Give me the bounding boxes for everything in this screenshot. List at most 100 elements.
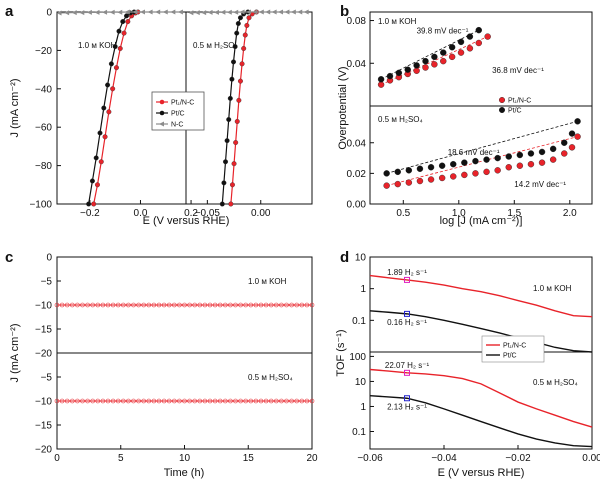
- panel-b-point: [475, 39, 482, 47]
- panel-b-fit-line: [380, 29, 479, 80]
- panel-a-point: [246, 15, 252, 21]
- panel-d-marker: [404, 369, 410, 376]
- panel-d-series-line: [369, 368, 593, 428]
- panel-a-point: [101, 105, 107, 111]
- panel-c-point: [289, 398, 294, 404]
- panel-b-point: [427, 164, 435, 171]
- panel-d-top-label: 1.0 м KOH: [533, 284, 572, 293]
- panel-c-point: [110, 302, 116, 308]
- panel-d-xlabel: E (V versus RHE): [438, 467, 525, 479]
- panel-a-point: [105, 82, 111, 88]
- panel-c-point: [110, 398, 116, 404]
- panel-a-point: [201, 10, 207, 16]
- panel-c-point: [233, 302, 238, 308]
- panel-a-point: [223, 159, 229, 165]
- panel-a-point: [147, 9, 153, 15]
- panel-c-ytick-label: −20: [35, 445, 52, 456]
- panel-c-point: [268, 302, 274, 308]
- panel-a-point: [242, 32, 248, 38]
- panel-b-bottom-ytick-label: 0.00: [347, 200, 367, 211]
- panel-d-bottom-ytick-label: 0.1: [352, 427, 366, 438]
- panel-d-annotation: 0.16 H₂ s⁻¹: [387, 318, 427, 327]
- panel-a-legend-label: Pt/C: [171, 111, 185, 118]
- panel-a-point: [258, 9, 264, 15]
- panel-c-point: [248, 398, 254, 404]
- panel-c-ytick-label: −5: [41, 277, 53, 288]
- panel-c-ylabel: J (mA cm⁻²): [9, 324, 21, 383]
- panel-c-point: [161, 398, 167, 404]
- panel-c-point: [95, 398, 101, 404]
- panel-c-ytick-label: −10: [35, 397, 52, 408]
- panel-a-legend: Pt₁/N-C Pt/C N-C: [151, 91, 205, 131]
- panel-c-point: [126, 302, 131, 308]
- panel-a-right-xtick-label: −0.05: [195, 208, 221, 219]
- panel-a-point: [124, 13, 130, 19]
- panel-c-point: [212, 302, 218, 308]
- panel-a-point: [271, 9, 277, 15]
- panel-a-point: [194, 10, 200, 16]
- panel-b-xtick-label: 1.0: [452, 208, 466, 219]
- panel-c-ytick-label: −10: [35, 301, 52, 312]
- panel-c-point: [238, 398, 243, 404]
- panel-b-point: [404, 66, 411, 73]
- panel-c-ytick-label: −5: [41, 373, 53, 384]
- panel-b-bottom-ytick-label: 0.04: [347, 138, 367, 149]
- panel-a-legend-marker: [159, 121, 164, 127]
- panel-c-point: [228, 398, 233, 404]
- panel-d-legend-label: Pt/C: [503, 353, 517, 360]
- panel-c-xlabel: Time (h): [164, 467, 205, 479]
- panel-d-xtick-label: −0.06: [357, 453, 383, 464]
- panel-b-point: [484, 33, 491, 40]
- panel-a-xlabel: E (V versus RHE): [143, 215, 230, 227]
- panel-a-point: [117, 9, 123, 15]
- panel-a-point: [162, 9, 168, 15]
- panel-c-point: [146, 398, 152, 404]
- panel-c-point: [182, 302, 187, 308]
- panel-c-point: [299, 398, 305, 404]
- panel-b-point: [574, 118, 581, 125]
- panel-c-point: [279, 398, 284, 404]
- panel-a-point: [97, 130, 103, 136]
- panel-a-point: [94, 182, 100, 188]
- panel-a-point: [232, 44, 238, 50]
- panel-b-point: [440, 49, 447, 56]
- panel-c-point: [289, 302, 294, 308]
- panel-c-point: [233, 398, 238, 404]
- panel-b-top-ytick-label: 0.04: [347, 59, 367, 70]
- panel-a-ytick-label: −20: [35, 46, 52, 57]
- panel-a-chart: E (V versus RHE) J (mA cm⁻²) 1.0 м KOH 0…: [9, 8, 313, 227]
- panel-b-annotation: 39.8 mV dec⁻¹: [417, 26, 469, 35]
- panel-a-point: [102, 9, 108, 15]
- panel-a-point: [207, 9, 213, 15]
- panel-b-point: [448, 44, 456, 51]
- panel-b-legend-marker: [499, 96, 506, 103]
- panel-b-point: [561, 150, 568, 157]
- panel-c-point: [85, 398, 90, 404]
- panel-d-bottom-ytick-label: 1: [360, 402, 366, 413]
- panel-c-point: [238, 302, 243, 308]
- panel-d-top-ytick-label: 1: [360, 284, 366, 295]
- panel-d-legend-label: Pt₁/N-C: [503, 343, 526, 350]
- panel-a-point: [120, 19, 126, 25]
- panel-a-ytick-label: −80: [35, 161, 52, 172]
- panel-c-point: [59, 302, 65, 308]
- panel-b-bottom-ytick-label: 0.02: [347, 169, 367, 180]
- panel-b-point: [431, 61, 438, 68]
- panel-b-fit-line: [386, 120, 578, 174]
- panel-a-point: [224, 138, 230, 144]
- panel-c-point: [105, 398, 111, 404]
- panel-d-series-line: [369, 274, 593, 318]
- panel-a-point: [89, 178, 95, 184]
- panel-a-point: [108, 61, 114, 67]
- panel-b-top-label: 1.0 м KOH: [378, 17, 417, 26]
- panel-a-point: [125, 19, 131, 25]
- panel-b-point: [427, 176, 435, 183]
- panel-letter-d: d: [340, 249, 349, 266]
- panel-c-point: [80, 398, 85, 404]
- panel-c-point: [284, 398, 289, 404]
- panel-a-right-label: 0.5 м H₂SO₄: [193, 41, 238, 50]
- panel-c-point: [268, 398, 274, 404]
- panel-c-point: [146, 302, 152, 308]
- panel-d-ylabel: TOF (s⁻¹): [335, 329, 347, 376]
- panel-b-point: [422, 64, 429, 71]
